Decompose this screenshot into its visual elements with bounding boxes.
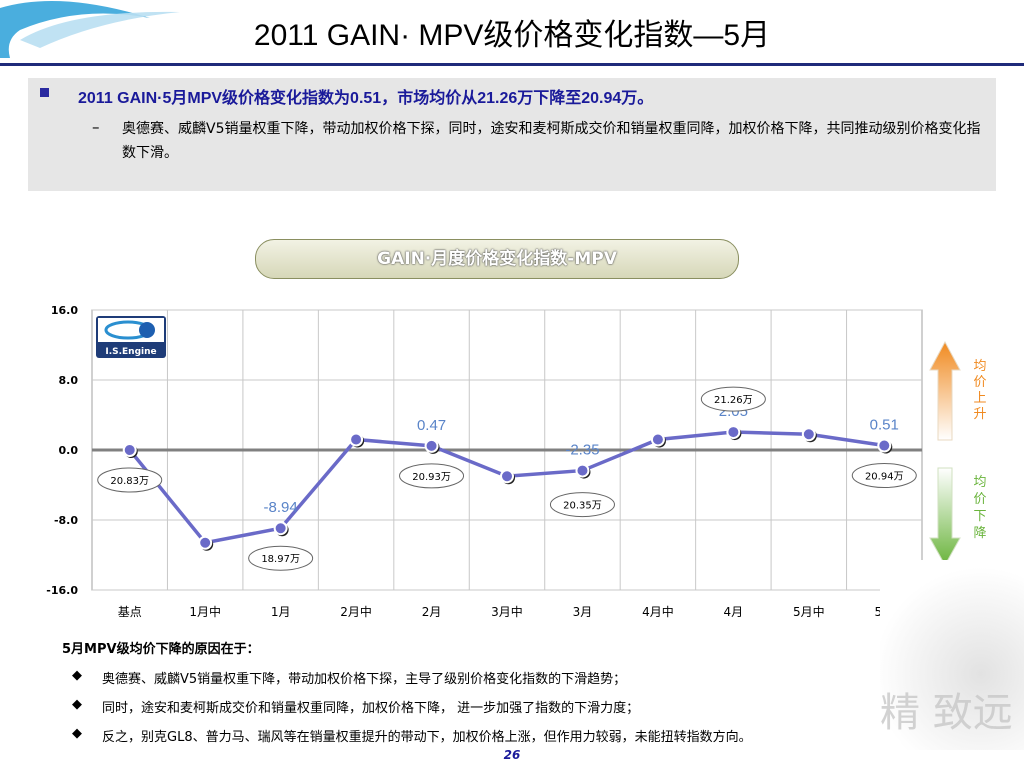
data-point [726, 425, 741, 440]
legend-down-char: 降 [973, 526, 986, 541]
page-title: 2011 GAIN· MPV级价格变化指数—5月 [253, 19, 771, 52]
x-tick-label: 3月 [573, 605, 593, 619]
price-callout: 20.35万 [549, 492, 615, 518]
data-point [424, 438, 439, 453]
note-text: 反之，别克GL8、普力马、瑞风等在销量权重提升的带动下，加权价格上涨，但作用力较… [102, 730, 752, 745]
header-swoosh [0, 0, 180, 59]
arrow-up-icon [929, 340, 961, 441]
price-callout: 20.94万 [851, 463, 917, 489]
note-text: 同时，途安和麦柯斯成交价和销量权重同降，加权价格下降， 进一步加强了指数的下滑力… [102, 701, 640, 716]
price-callout-oval [851, 463, 917, 489]
price-callout: 21.26万 [700, 386, 766, 412]
price-callout-oval [399, 463, 465, 489]
legend-up-char: 价 [973, 375, 986, 390]
x-tick-label: 4月中 [642, 604, 674, 619]
price-label: 20.35万 [563, 501, 602, 512]
x-tick-label: 4月 [724, 605, 744, 619]
price-callout-oval [248, 545, 314, 571]
data-point [198, 535, 213, 550]
price-label: 18.97万 [261, 554, 300, 565]
note-item: ◆ 同时，途安和麦柯斯成交价和销量权重同降，加权价格下降， 进一步加强了指数的下滑… [72, 697, 639, 716]
data-point [500, 469, 514, 484]
data-point [801, 427, 816, 442]
legend-up-char: 升 [973, 407, 986, 422]
price-label: 20.94万 [865, 472, 904, 483]
data-label: -8.94 [264, 499, 298, 516]
price-callout-oval [97, 467, 163, 493]
title-divider [0, 63, 1024, 66]
square-bullet-icon [40, 88, 49, 97]
price-callout-oval [549, 492, 615, 518]
y-tick-label: -8.0 [54, 514, 78, 527]
note-item: ◆ 奥德赛、威麟V5销量权重下降，带动加权价格下探，主导了级别价格变化指数的下滑趋… [72, 668, 626, 687]
is-engine-logo-icon: I.S.Engine [96, 316, 166, 358]
world-map-watermark [880, 560, 1024, 750]
line-chart: 16.0 8.0 0.0 -8.0 -16.0 基点 1月中 1月 2月中 2月 3月中 3月 4月中 4… [46, 304, 986, 619]
x-tick-label: 基点 [118, 605, 142, 619]
diamond-bullet-icon: ◆ [72, 668, 82, 683]
page-number: 26 [503, 748, 521, 762]
data-point [650, 432, 665, 447]
data-label: 0.47 [417, 417, 446, 434]
arrow-down-icon [929, 467, 961, 567]
y-tick-label: 8.0 [59, 374, 79, 387]
legend-up-char: 均 [973, 359, 986, 374]
legend-down-char: 均 [973, 475, 986, 490]
legend-down-char: 价 [973, 492, 986, 507]
x-tick-label: 1月中 [189, 604, 221, 619]
x-tick-label: 2月 [422, 605, 442, 619]
summary-box [28, 78, 996, 191]
brand-watermark: 精 致远 [880, 690, 1013, 736]
legend-up-char: 上 [973, 391, 986, 406]
note-item: ◆ 反之，别克GL8、普力马、瑞风等在销量权重提升的带动下，加权价格上涨，但作用力… [72, 726, 752, 745]
price-label: 20.93万 [412, 472, 451, 483]
x-tick-label: 5月中 [793, 604, 825, 619]
data-label: -2.35 [565, 442, 599, 459]
logo-dot [139, 322, 155, 338]
dash-bullet-icon: – [92, 118, 100, 136]
data-point [122, 443, 137, 457]
data-point [349, 432, 364, 447]
note-text: 奥德赛、威麟V5销量权重下降，带动加权价格下探，主导了级别价格变化指数的下滑趋势… [102, 672, 627, 687]
x-tick-label: 2月中 [340, 604, 372, 619]
chart-title: GAIN·月度价格变化指数-MPV [255, 239, 739, 279]
data-point [877, 438, 892, 453]
data-label: 0.51 [870, 417, 899, 434]
data-point [575, 463, 590, 478]
logo-text: I.S.Engine [105, 347, 156, 357]
price-label: 21.26万 [714, 395, 753, 406]
diamond-bullet-icon: ◆ [72, 726, 82, 741]
x-tick-label: 1月 [271, 605, 291, 619]
notes-title: 5月MPV级均价下降的原因在于： [62, 642, 260, 657]
price-callout: 18.97万 [248, 545, 314, 571]
summary-detail: 奥德赛、威麟V5销量权重下降，带动加权价格下探，同时，途安和麦柯斯成交价和销量权… [122, 121, 981, 161]
legend-down-char: 下 [973, 509, 986, 524]
data-point [273, 521, 288, 536]
x-tick-label: 3月中 [491, 604, 523, 619]
price-callout: 20.93万 [399, 463, 465, 489]
y-tick-label: 0.0 [59, 444, 79, 457]
diamond-bullet-icon: ◆ [72, 697, 82, 712]
price-label: 20.83万 [110, 476, 149, 487]
summary-headline: 2011 GAIN·5月MPV级价格变化指数为0.51，市场均价从21.26万下… [78, 90, 654, 107]
y-tick-label: 16.0 [51, 304, 78, 317]
y-tick-label: -16.0 [46, 584, 78, 597]
price-callout: 20.83万 [97, 467, 163, 493]
price-callout-oval [700, 386, 766, 412]
